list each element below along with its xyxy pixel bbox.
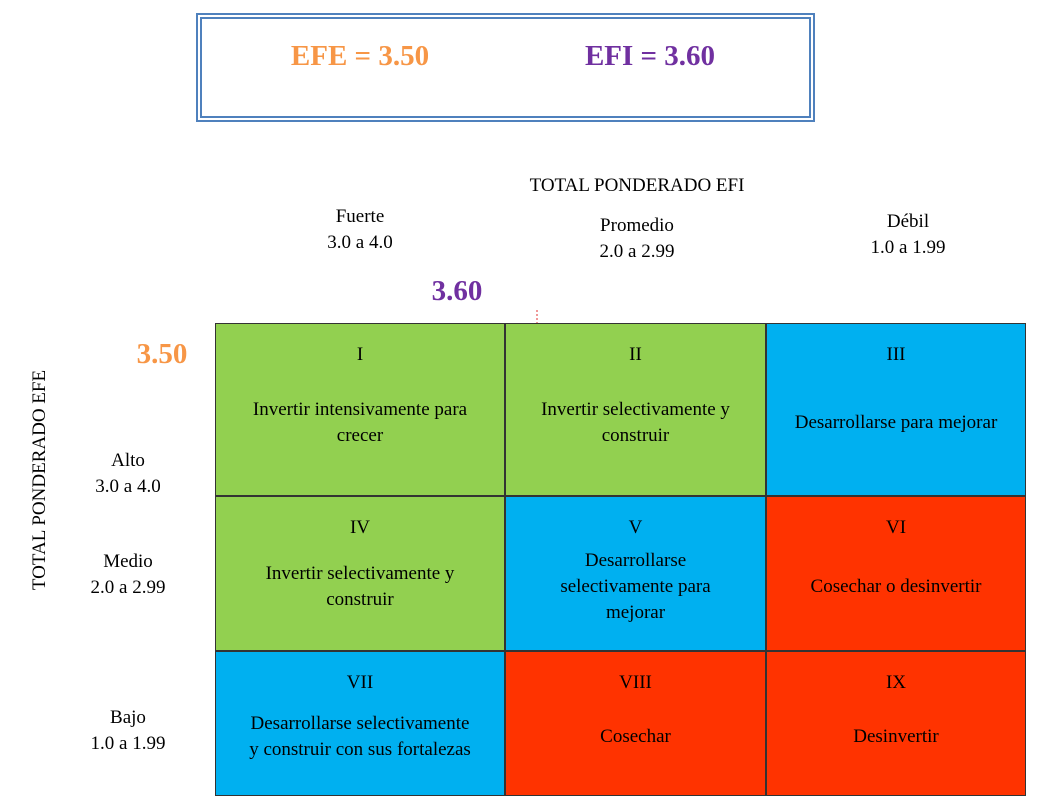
row-range: 2.0 a 2.99	[90, 577, 166, 598]
cell-text-area: Desinvertir	[775, 652, 1017, 795]
efe-total: EFE = 3.50	[290, 40, 430, 72]
cell-text: Desinvertir	[853, 725, 939, 747]
efi-marker: 3.60	[431, 275, 483, 307]
column-name: Promedio	[600, 215, 674, 236]
row-name: Bajo	[110, 707, 146, 728]
cell-text-area: Invertir intensivamente para crecer	[224, 324, 496, 495]
row-name: Alto	[111, 450, 145, 471]
matrix-cell: VII Desarrollarse selectivamente y constr…	[215, 651, 505, 796]
cell-text-area: Cosechar o desinvertir	[775, 497, 1017, 650]
matrix-cell: I Invertir intensivamente para crecer	[215, 323, 505, 496]
cell-numeral: VI	[885, 517, 907, 538]
cell-text: Cosechar	[600, 725, 671, 747]
column-range: 2.0 a 2.99	[599, 241, 675, 262]
column-range: 3.0 a 4.0	[327, 232, 393, 253]
cell-numeral: III	[886, 344, 906, 365]
cell-text-area: Desarrollarse para mejorar	[775, 324, 1017, 495]
matrix-cell: IV Invertir selectivamente y construir	[215, 496, 505, 651]
cell-text-area: Cosechar	[514, 652, 757, 795]
cell-text: Invertir intensivamente para crecer	[252, 398, 468, 446]
column-name: Fuerte	[335, 206, 385, 227]
cell-text-area: Invertir selectivamente y construir	[514, 324, 757, 495]
cell-text: Invertir selectivamente y construir	[265, 562, 455, 610]
header-box	[196, 13, 815, 122]
cell-text: Desarrollarse selectivamente para mejora…	[560, 549, 711, 623]
matrix-cell: II Invertir selectivamente y construir	[505, 323, 766, 496]
matrix-cell: IX Desinvertir	[766, 651, 1026, 796]
cell-text-area: Invertir selectivamente y construir	[224, 497, 496, 650]
efi-total: EFI = 3.60	[584, 40, 716, 72]
efe-marker: 3.50	[136, 338, 188, 370]
cell-numeral: V	[628, 517, 643, 538]
cell-numeral: VIII	[619, 672, 652, 693]
matrix-cell: V Desarrollarse selectivamente para mejor…	[505, 496, 766, 651]
matrix-cell: III Desarrollarse para mejorar	[766, 323, 1026, 496]
cell-text: Cosechar o desinvertir	[810, 575, 982, 597]
cell-text: Invertir selectivamente y construir	[541, 398, 730, 446]
row-range: 1.0 a 1.99	[90, 733, 166, 754]
x-axis-title: TOTAL PONDERADO EFI	[529, 175, 745, 196]
y-axis-title: TOTAL PONDERADO EFE	[29, 369, 50, 591]
cell-text-area: Desarrollarse selectivamente para mejora…	[514, 497, 757, 650]
matrix-cell: VIII Cosechar	[505, 651, 766, 796]
column-name: Débil	[886, 211, 930, 232]
cell-numeral: IV	[349, 517, 371, 538]
row-name: Medio	[103, 551, 153, 572]
cell-numeral: VII	[346, 672, 374, 693]
column-range: 1.0 a 1.99	[870, 237, 946, 258]
cell-text: Desarrollarse para mejorar	[794, 411, 998, 433]
row-range: 3.0 a 4.0	[95, 476, 161, 497]
cell-numeral: IX	[885, 672, 907, 693]
cell-text-area: Desarrollarse selectivamente y construir…	[224, 652, 496, 795]
cell-numeral: I	[356, 344, 364, 365]
cell-text: Desarrollarse selectivamente y construir…	[249, 712, 471, 760]
cell-numeral: II	[629, 344, 642, 365]
matrix-cell: VI Cosechar o desinvertir	[766, 496, 1026, 651]
